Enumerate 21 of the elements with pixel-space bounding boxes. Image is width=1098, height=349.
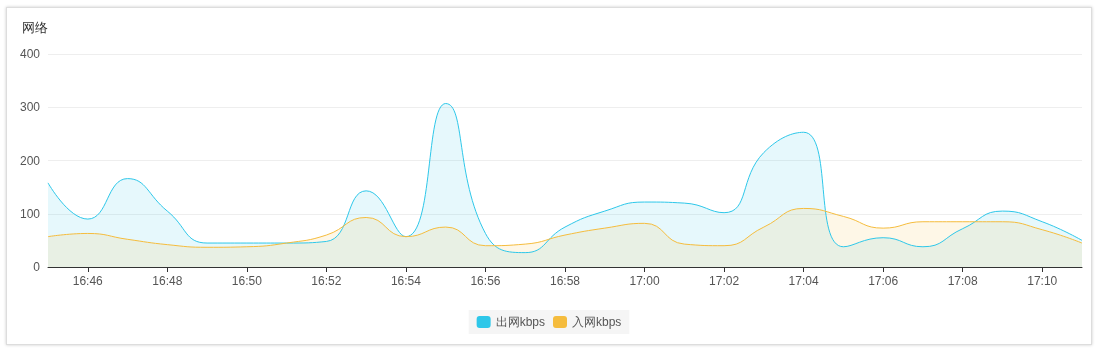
y-tick-label: 0 xyxy=(33,260,41,274)
y-tick-label: 100 xyxy=(19,206,41,221)
legend-label: 入网kbps xyxy=(572,315,622,329)
x-tick-label: 16:46 xyxy=(72,274,104,288)
y-tick-label: 400 xyxy=(19,47,41,61)
y-tick-label: 300 xyxy=(19,100,41,115)
x-tick-label: 17:06 xyxy=(868,274,899,288)
x-tick-label: 17:04 xyxy=(788,274,819,288)
x-tick-label: 17:00 xyxy=(629,274,660,288)
x-tick-label: 17:02 xyxy=(709,274,740,288)
x-tick-label: 16:54 xyxy=(390,274,422,288)
x-tick-label: 16:48 xyxy=(152,274,183,288)
y-tick-label: 200 xyxy=(19,153,41,168)
x-tick-label: 17:10 xyxy=(1027,274,1058,288)
legend-label: 出网kbps xyxy=(495,315,546,329)
x-tick-label: 16:58 xyxy=(549,274,581,288)
x-tick-label: 16:56 xyxy=(470,274,501,288)
chart-title: 网络 xyxy=(22,20,48,35)
x-tick-label: 16:52 xyxy=(311,274,342,288)
x-tick-label: 17:08 xyxy=(947,274,979,288)
x-tick-label: 16:50 xyxy=(231,274,263,288)
